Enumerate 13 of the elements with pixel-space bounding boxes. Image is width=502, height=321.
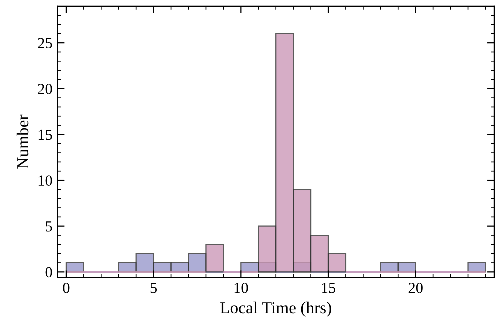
x-axis-title: Local Time (hrs): [220, 302, 332, 318]
x-tick-label: 20: [408, 282, 423, 294]
y-tick-label: 5: [46, 222, 52, 232]
x-tick-label: 5: [150, 283, 158, 294]
y-tick-label: 25: [38, 38, 52, 49]
x-tick-label: 10: [234, 282, 248, 294]
y-tick-label: 10: [38, 176, 52, 186]
y-tick-label: 0: [46, 267, 52, 278]
x-tick-label: 15: [322, 283, 336, 294]
y-axis-title: Number: [16, 114, 29, 169]
x-tick-label: 0: [63, 282, 70, 294]
y-tick-label: 15: [38, 130, 52, 140]
y-tick-label: 20: [38, 84, 52, 94]
